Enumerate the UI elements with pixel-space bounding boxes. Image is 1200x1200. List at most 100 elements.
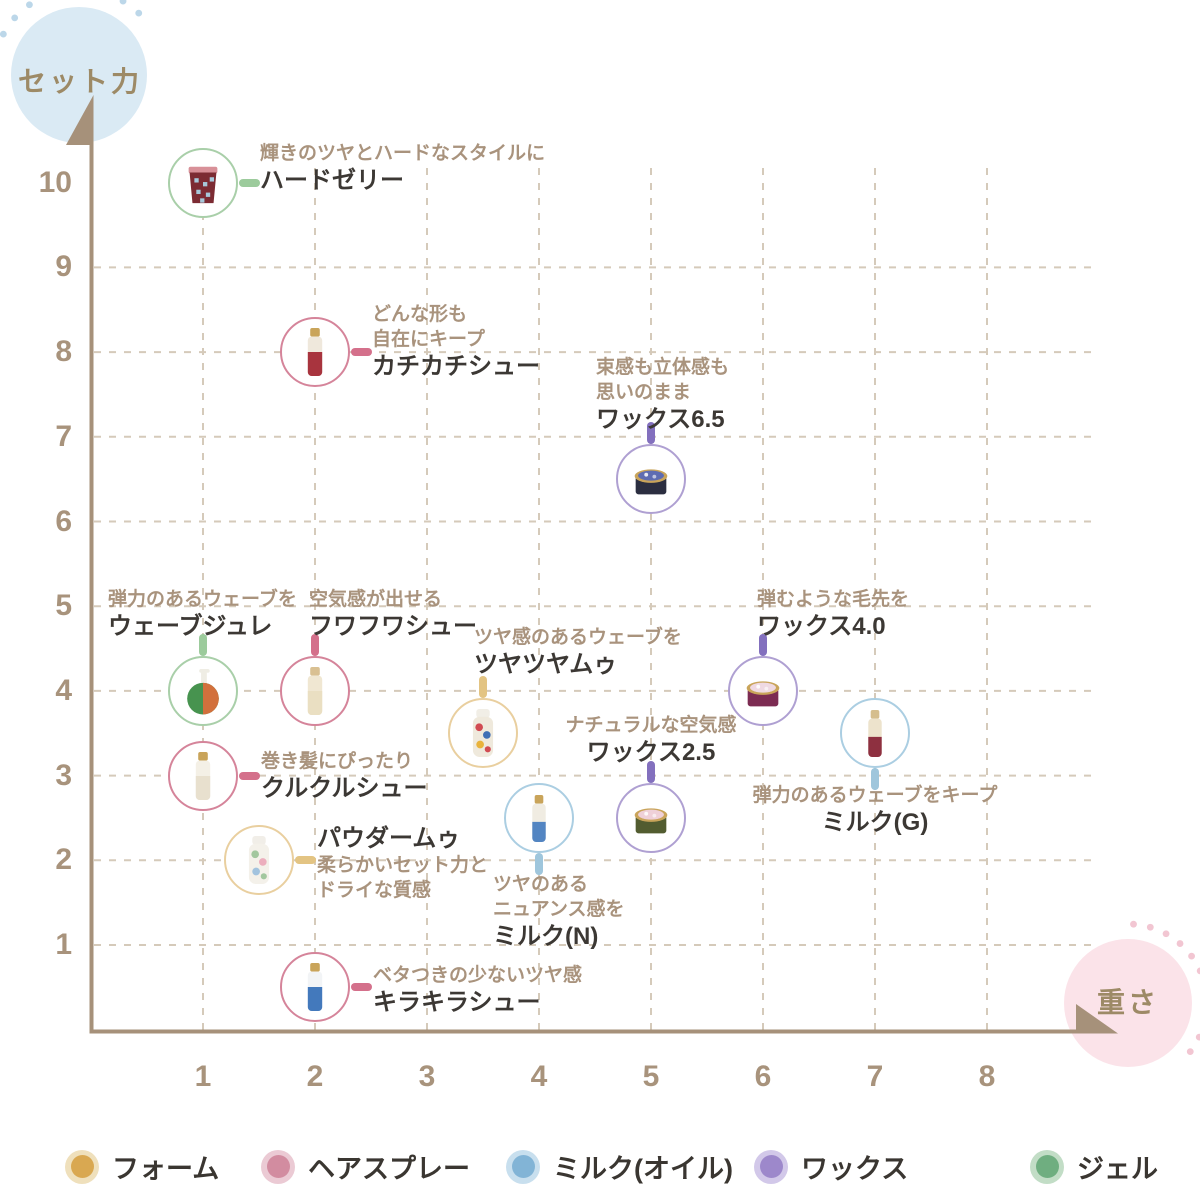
deco-dot [26, 1, 33, 9]
product-tagline: 束感も立体感も [596, 357, 730, 379]
label-connector [199, 633, 207, 656]
legend-item-foam: フォーム [65, 1147, 219, 1186]
product-marker[interactable] [448, 698, 518, 769]
legend-item-gel: ジェル [1030, 1147, 1158, 1186]
product-tagline: 自在にキープ [372, 329, 485, 351]
product-image-bottle-icon [248, 836, 270, 885]
product-name: ツヤツヤムゥ [474, 651, 618, 679]
product-tagline: 思いのまま [596, 382, 692, 404]
product-image-spray-icon [307, 666, 323, 715]
foam-legend-dot-inner [70, 1155, 94, 1178]
product-marker[interactable] [616, 444, 686, 515]
x-tick-label: 2 [306, 1060, 324, 1093]
product-image-slim-icon [868, 710, 882, 758]
product-name: キラキラシュー [373, 989, 541, 1017]
product-tagline: 弾力のあるウェーブをキープ [752, 785, 998, 807]
deco-dot [1188, 952, 1195, 960]
product-name: カチカチシュー [372, 353, 540, 381]
label-connector [647, 760, 655, 783]
product-name: クルクルシュー [261, 774, 428, 802]
product-tagline: 弾力のあるウェーブを [108, 588, 297, 610]
deco-dot [11, 14, 19, 22]
label-connector [647, 422, 655, 445]
x-axis-arrow-icon [1076, 1004, 1118, 1034]
label-connector [351, 348, 372, 357]
spray-legend-dot-icon [261, 1149, 295, 1184]
product-tagline: ツヤのある [493, 873, 589, 895]
label-connector [871, 768, 879, 791]
x-tick-label: 4 [530, 1060, 548, 1093]
product-label: 空気感が出せる フワフワシュー [309, 587, 477, 641]
y-tick-label: 10 [38, 165, 72, 199]
product-label: 弾むような毛先を ワックス4.0 [757, 587, 909, 641]
product-tagline: 柔らかいセット力と [317, 855, 489, 877]
product-tagline: ニュアンス感を [493, 898, 625, 920]
product-label: パウダームゥ 柔らかいセット力と ドライな質感 [317, 824, 488, 903]
wax-legend-dot-icon [754, 1149, 788, 1184]
y-tick-label: 5 [55, 589, 72, 623]
legend-label: フォーム [112, 1154, 220, 1184]
deco-dot [1162, 930, 1170, 938]
x-tick-label: 3 [418, 1060, 436, 1093]
legend-label: ワックス [801, 1154, 909, 1184]
product-tagline: 輝きのツヤとハードなスタイルに [260, 142, 546, 164]
gel-legend-dot-inner [1035, 1155, 1059, 1178]
milk-legend-dot-inner [511, 1155, 535, 1178]
product-marker[interactable] [504, 782, 574, 853]
x-axis-label: 重さ [1096, 987, 1160, 1018]
y-axis-line [89, 104, 94, 1034]
foam-legend-dot-icon [65, 1149, 99, 1184]
deco-dot [1195, 1033, 1200, 1041]
label-connector [295, 856, 316, 865]
label-connector [311, 633, 319, 656]
y-axis-label: セット力 [17, 66, 143, 97]
product-marker[interactable] [280, 317, 350, 388]
product-image-tin-icon [746, 681, 780, 707]
product-name: ワックス6.5 [596, 406, 725, 434]
y-axis-bubble [11, 7, 147, 143]
product-image-jar-icon [188, 166, 218, 203]
product-label: ツヤのある ニュアンス感を ミルク(N) [493, 872, 624, 951]
product-name: ワックス2.5 [586, 738, 716, 766]
product-marker[interactable] [168, 147, 238, 218]
legend-label: ミルク(オイル) [553, 1154, 733, 1184]
deco-dot [1146, 923, 1154, 931]
product-tagline: どんな形も [372, 304, 468, 326]
label-connector [239, 771, 260, 780]
y-tick-label: 1 [55, 928, 72, 961]
x-tick-label: 6 [754, 1060, 772, 1093]
deco-dot [1130, 920, 1137, 928]
product-marker[interactable] [224, 825, 294, 896]
legend-item-milk: ミルク(オイル) [506, 1147, 733, 1186]
deco-dot [0, 30, 7, 38]
product-label: どんな形も自在にキープ カチカチシュー [372, 302, 540, 381]
product-marker[interactable] [280, 655, 350, 726]
product-image-spray-icon [195, 751, 211, 800]
product-marker[interactable] [168, 740, 238, 811]
product-marker[interactable] [168, 655, 238, 726]
product-marker[interactable] [840, 698, 910, 769]
y-axis-arrow-icon [66, 95, 94, 145]
label-connector [759, 633, 767, 656]
product-label: 束感も立体感も 思いのまま ワックス6.5 [596, 355, 729, 434]
y-tick-label: 4 [55, 673, 72, 707]
milk-legend-dot-icon [506, 1149, 540, 1184]
legend-item-wax: ワックス [754, 1147, 908, 1186]
deco-dot [135, 9, 143, 17]
product-name: ミルク(G) [821, 809, 929, 837]
x-tick-label: 7 [866, 1060, 884, 1093]
product-marker[interactable] [280, 952, 350, 1023]
y-tick-label: 2 [55, 843, 72, 877]
product-image-spray-icon [307, 328, 323, 377]
y-tick-label: 7 [55, 419, 72, 453]
product-marker[interactable] [616, 782, 686, 853]
deco-dot [1186, 1048, 1194, 1056]
label-connector [479, 676, 487, 699]
product-marker[interactable] [728, 655, 798, 726]
deco-dot [119, 0, 127, 5]
product-label: ベタつきの少ないツヤ感 キラキラシュー [373, 963, 582, 1017]
y-tick-label: 6 [55, 504, 72, 538]
label-connector [239, 178, 260, 187]
